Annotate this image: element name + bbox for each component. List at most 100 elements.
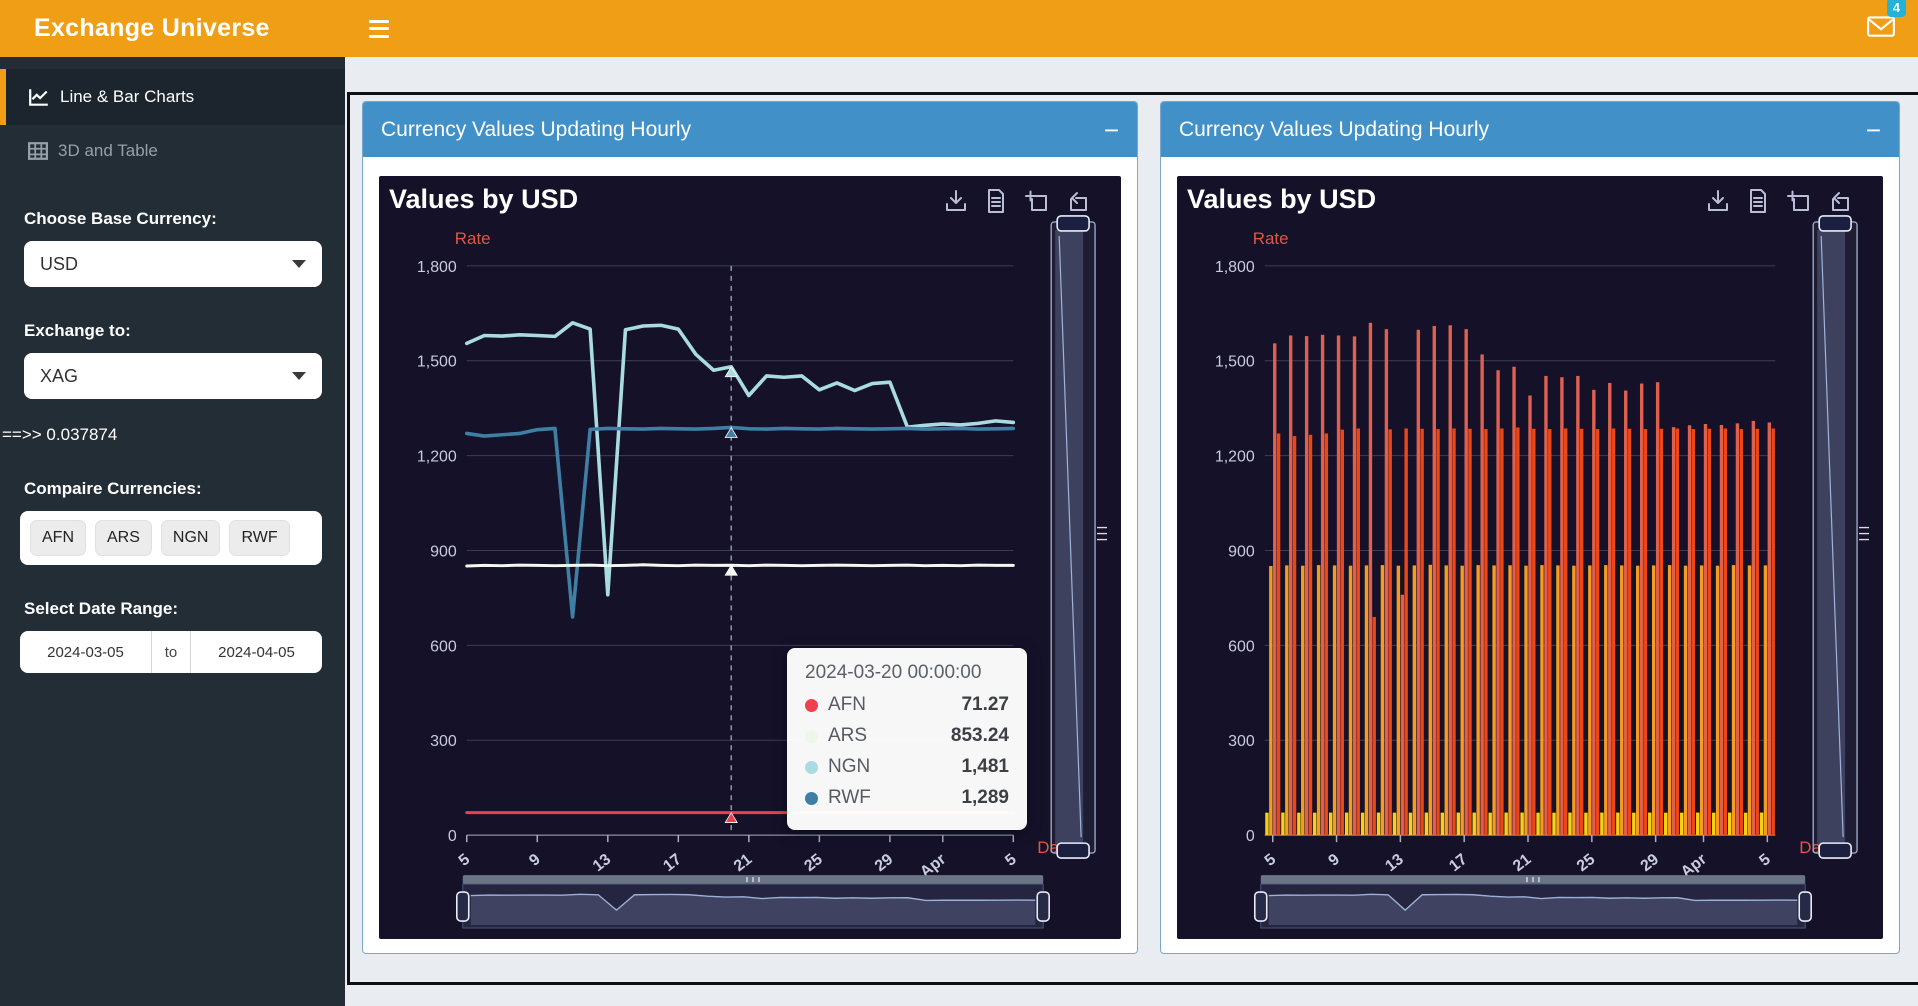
y-axis: 0 300 600 900 1,200 1,500 1,800 [417, 259, 1014, 845]
svg-text:300: 300 [1228, 733, 1255, 750]
sidebar-item-line-bar-charts[interactable]: Line & Bar Charts [0, 69, 345, 125]
svg-text:1,500: 1,500 [1215, 354, 1255, 371]
exchange-to-value: XAG [40, 365, 79, 386]
bar-chart-container: Values by USD 0 300 600 900 1,200 1,500 1,800 R… [1177, 176, 1883, 939]
currency-pill-rwf[interactable]: RWF [229, 520, 290, 556]
svg-text:900: 900 [1228, 543, 1255, 560]
series-ARS [465, 563, 1015, 568]
svg-text:5: 5 [1262, 851, 1280, 870]
tooltip-date: 2024-03-20 00:00:00 [805, 662, 982, 683]
restore-icon[interactable] [1063, 188, 1089, 214]
data-zoom-right-handle[interactable] [1036, 891, 1050, 922]
table-grid-icon [28, 142, 48, 160]
chart-tooltip: 2024-03-20 00:00:00 AFN 71.27 ARS 853.24… [787, 648, 1027, 830]
panel-title: Currency Values Updating Hourly [381, 117, 692, 141]
x-axis: 5 9 13 17 21 25 29 Apr 5 [1262, 835, 1774, 881]
series-NGN [464, 321, 1016, 597]
svg-text:25: 25 [801, 851, 826, 875]
exchange-to-label: Exchange to: [24, 321, 131, 340]
svg-text:29: 29 [1638, 851, 1663, 875]
svg-text:17: 17 [660, 851, 685, 875]
series-dot-ngn [805, 760, 818, 774]
chart-title: Values by USD [1187, 184, 1377, 214]
data-view-icon[interactable] [983, 188, 1009, 214]
bar-chart-canvas[interactable]: 0 300 600 900 1,200 1,500 1,800 Rate 5 9 13 17 21 25 2… [1177, 176, 1883, 939]
svg-text:21: 21 [1510, 851, 1535, 875]
base-currency-select[interactable]: USD [24, 241, 322, 287]
series-RWF [464, 425, 1016, 619]
date-to-word: to [151, 631, 191, 673]
svg-text:25: 25 [1574, 851, 1599, 875]
chart-toolbox [1705, 188, 1851, 214]
collapse-panel-button[interactable]: − [1865, 114, 1881, 145]
svg-text:13: 13 [590, 851, 615, 875]
svg-text:29: 29 [872, 851, 897, 875]
sidebar-item-3d-and-table[interactable]: 3D and Table [0, 127, 345, 175]
save-image-icon[interactable] [943, 188, 969, 214]
svg-text:5: 5 [1756, 851, 1774, 870]
chart-title: Values by USD [389, 184, 579, 214]
data-zoom-icon[interactable] [1785, 188, 1811, 214]
bar-series [1265, 322, 1775, 836]
data-zoom-left-handle[interactable] [1253, 891, 1268, 922]
svg-text:900: 900 [430, 543, 457, 560]
data-zoom-bottom-handle[interactable] [1056, 842, 1090, 859]
data-zoom-vertical[interactable] [1812, 215, 1870, 859]
data-zoom-bottom-handle[interactable] [1818, 842, 1852, 859]
collapse-panel-button[interactable]: − [1103, 114, 1119, 145]
svg-text:13: 13 [1382, 851, 1407, 875]
svg-text:1,500: 1,500 [417, 354, 457, 371]
svg-text:9: 9 [526, 851, 544, 870]
main-content: Currency Values Updating Hourly − Values… [345, 57, 1918, 1006]
bar-chart-panel: Currency Values Updating Hourly − Values… [1160, 101, 1900, 954]
base-currency-value: USD [40, 253, 79, 274]
data-zoom-horizontal[interactable] [1253, 875, 1813, 929]
date-from-input[interactable]: 2024-03-05 [47, 643, 124, 661]
svg-text:1,800: 1,800 [417, 259, 457, 276]
line-chart-canvas[interactable]: 0 300 600 900 1,200 1,500 1,800 Rate 5 9 13 17 21 25 2… [379, 176, 1121, 939]
series-dot-rwf [805, 791, 818, 805]
envelope-icon [1867, 16, 1895, 37]
top-bar: Exchange Universe 4 [0, 0, 1918, 57]
charts-wrapper: Currency Values Updating Hourly − Values… [347, 92, 1918, 985]
x-axis: 5 9 13 17 21 25 29 Apr 5 [456, 835, 1020, 881]
data-zoom-vertical[interactable] [1050, 215, 1108, 859]
svg-text:1,800: 1,800 [1215, 259, 1255, 276]
svg-text:21: 21 [731, 851, 756, 875]
line-chart-panel: Currency Values Updating Hourly − Values… [362, 101, 1138, 954]
svg-text:17: 17 [1446, 851, 1471, 875]
hamburger-menu-icon[interactable] [369, 18, 395, 40]
line-chart-icon [29, 89, 48, 106]
save-image-icon[interactable] [1705, 188, 1731, 214]
svg-text:300: 300 [430, 733, 457, 750]
svg-text:0: 0 [448, 828, 457, 845]
svg-text:0: 0 [1246, 828, 1255, 845]
data-zoom-icon[interactable] [1023, 188, 1049, 214]
app-brand: Exchange Universe [0, 0, 345, 57]
mail-count-badge: 4 [1886, 0, 1906, 17]
chevron-down-icon [292, 260, 306, 268]
series-dot-afn [805, 698, 818, 712]
data-zoom-horizontal[interactable] [455, 875, 1050, 929]
base-currency-label: Choose Base Currency: [24, 209, 217, 228]
restore-icon[interactable] [1825, 188, 1851, 214]
data-zoom-left-handle[interactable] [455, 891, 470, 922]
exchange-to-select[interactable]: XAG [24, 353, 322, 399]
data-zoom-top-handle[interactable] [1818, 215, 1852, 232]
data-zoom-right-handle[interactable] [1798, 891, 1813, 922]
axis-pointer [724, 265, 738, 836]
currency-pill-afn[interactable]: AFN [30, 520, 86, 556]
data-view-icon[interactable] [1745, 188, 1771, 214]
data-zoom-top-handle[interactable] [1056, 215, 1090, 232]
currency-pill-ars[interactable]: ARS [95, 520, 152, 556]
chart-toolbox [943, 188, 1089, 214]
compare-currencies-label: Compaire Currencies: [24, 479, 202, 498]
panel-header: Currency Values Updating Hourly − [363, 102, 1137, 157]
svg-text:600: 600 [1228, 638, 1255, 655]
panel-header: Currency Values Updating Hourly − [1161, 102, 1899, 157]
mail-button[interactable]: 4 [1866, 0, 1906, 43]
app-title: Exchange Universe [34, 14, 270, 42]
date-to-input[interactable]: 2024-04-05 [218, 643, 295, 661]
currency-pill-ngn[interactable]: NGN [160, 520, 221, 556]
tooltip-row: RWF 1,289 [805, 787, 1009, 809]
